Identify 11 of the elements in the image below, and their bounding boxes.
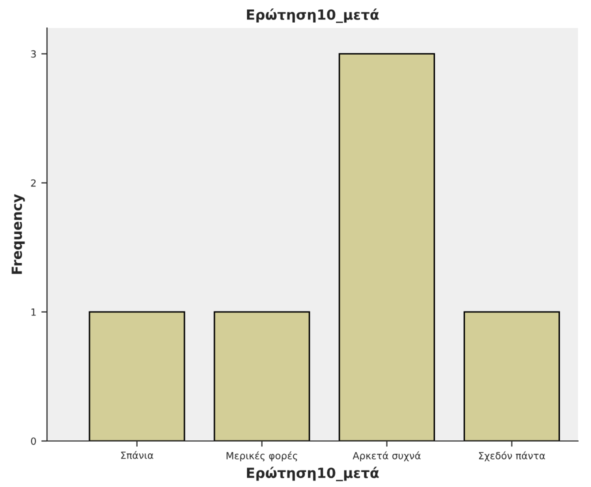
y-tick-label: 2 bbox=[31, 179, 36, 187]
y-tick-label: 0 bbox=[31, 437, 36, 445]
chart-title: Ερώτηση10_μετά bbox=[246, 8, 379, 23]
x-tick-label: Σχεδόν πάντα bbox=[479, 451, 546, 462]
x-tick-label: Αρκετά συχνά bbox=[352, 451, 421, 462]
x-tick-label: Σπάνια bbox=[121, 451, 154, 459]
y-tick-label: 1 bbox=[31, 308, 36, 316]
x-axis-title: Ερώτηση10_μετά bbox=[246, 466, 379, 482]
y-axis-title: Frequency bbox=[12, 194, 25, 274]
x-tick-label: Μερικές φορές bbox=[226, 451, 298, 462]
y-tick-label: 3 bbox=[31, 50, 36, 58]
